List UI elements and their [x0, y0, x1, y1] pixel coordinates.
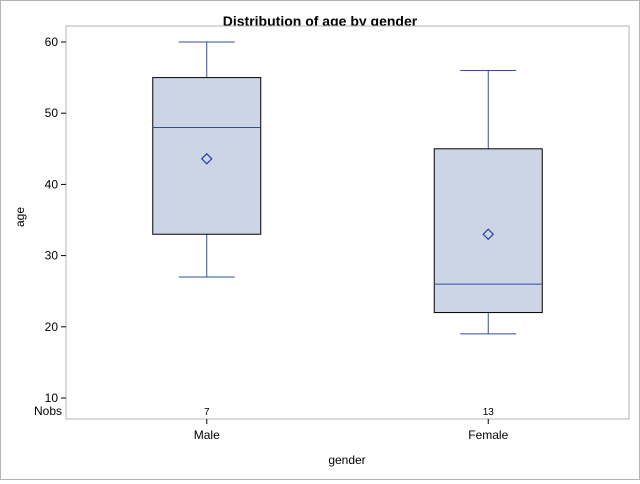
y-axis: 10 20 30 40 50 60 [45, 35, 66, 405]
mean-marker [200, 152, 213, 165]
x-tick-label: Female [468, 428, 508, 442]
box-series [152, 41, 543, 335]
x-axis: Male Female [194, 419, 509, 442]
x-axis-label: gender [328, 453, 365, 467]
box-iqr [433, 148, 543, 314]
nobs-value: 7 [204, 407, 210, 418]
y-tick-label: 60 [45, 35, 59, 49]
mean-marker [482, 228, 495, 241]
y-axis-label: age [13, 207, 27, 227]
box-iqr [152, 77, 262, 235]
y-tick-label: 20 [45, 320, 59, 334]
nobs-value: 13 [483, 407, 495, 418]
x-tick-label: Male [194, 428, 220, 442]
y-tick-label: 10 [45, 391, 59, 405]
y-tick-label: 30 [45, 249, 59, 263]
y-tick-label: 50 [45, 106, 59, 120]
y-tick-label: 40 [45, 177, 59, 191]
chart-title: Distribution of age by gender [223, 13, 418, 29]
nobs-row: Nobs 7 13 [34, 404, 494, 418]
plot-area [65, 25, 630, 420]
nobs-label: Nobs [34, 404, 62, 418]
